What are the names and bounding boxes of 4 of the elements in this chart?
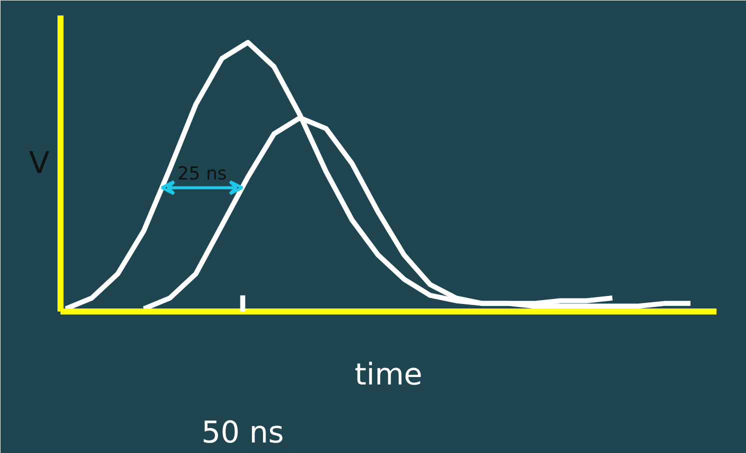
y-axis-title: V <box>28 146 50 181</box>
text: 50 ns <box>202 416 284 450</box>
annotation: 25 ns <box>177 164 227 185</box>
x-axis-title: time <box>354 358 422 392</box>
